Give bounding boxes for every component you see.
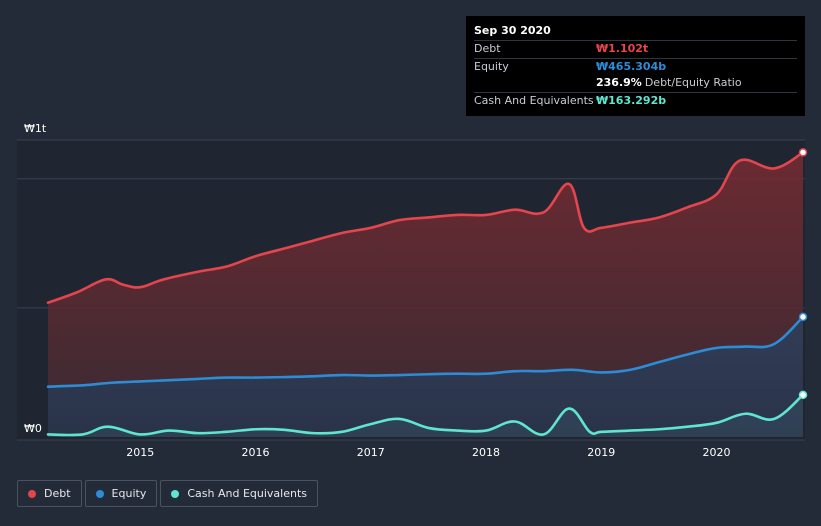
legend-label: Debt [44,487,71,500]
tooltip-value: 236.9% [596,76,642,89]
x-tick-label: 2019 [587,446,615,459]
equity-endpoint [798,312,808,322]
tooltip-row-cash: Cash And Equivalents ₩163.292b [474,91,797,110]
cash-and-equivalents-line [46,393,805,437]
series-endpoints [798,148,808,400]
tooltip-row-equity: Equity ₩465.304b [474,57,797,76]
tooltip-label: Debt [474,42,501,55]
y-label-top: ₩1t [24,122,47,135]
x-tick-label: 2016 [241,446,269,459]
tooltip-value: ₩1.102t [596,42,649,55]
equity-area [48,316,803,437]
tooltip-row-debt: Debt ₩1.102t [474,40,797,58]
series-lines [46,151,805,437]
tooltip-date: Sep 30 2020 [474,24,551,37]
tooltip-ratio-label: Debt/Equity Ratio [644,76,742,89]
legend-dot-icon [28,489,36,498]
debt-area [48,152,803,437]
x-tick-label: 2020 [703,446,731,459]
legend-item-cash[interactable]: Cash And Equivalents [160,480,318,507]
legend-dot-icon [171,489,180,498]
tooltip-value: ₩163.292b [596,93,667,107]
tooltip-label: Equity [474,59,509,73]
debt-line [46,151,805,305]
tooltip-label: Cash And Equivalents [474,93,594,107]
legend-item-equity[interactable]: Equity [84,480,158,507]
legend-dot-icon [95,489,104,498]
cash-and-equivalents-endpoint [798,390,808,400]
x-axis-ticks: 2015 2016 2017 2018 2019 2020 [126,446,730,459]
tooltip-row-ratio: 236.9% Debt/Equity Ratio [474,75,797,92]
y-label-bottom: ₩0 [24,422,42,435]
x-tick-label: 2017 [357,446,385,459]
legend-label: Cash And Equivalents [187,487,307,500]
tooltip-value: ₩465.304b [596,59,667,73]
equity-line [46,315,805,388]
tooltip: Sep 30 2020 Debt ₩1.102t Equity ₩465.304… [466,16,805,116]
legend-label: Equity [111,487,147,500]
legend-item-debt[interactable]: Debt [17,480,82,507]
x-tick-label: 2015 [126,446,154,459]
x-tick-label: 2018 [472,446,500,459]
debt-endpoint [798,148,808,157]
legend: Debt Equity Cash And Equivalents [17,480,321,507]
